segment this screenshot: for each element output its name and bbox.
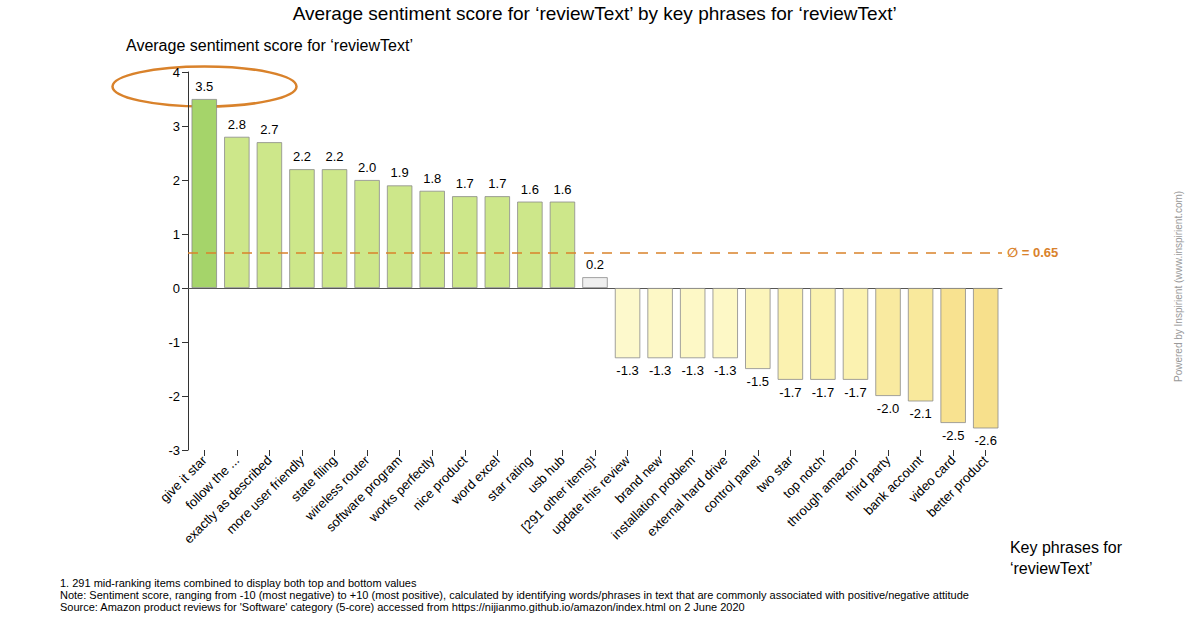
svg-text:1: 1 xyxy=(173,227,180,242)
svg-text:Note: Sentiment score, ranging: Note: Sentiment score, ranging from -10 … xyxy=(60,589,969,601)
svg-text:-1.3: -1.3 xyxy=(649,363,671,378)
svg-text:usb hub: usb hub xyxy=(524,452,568,496)
svg-text:‘reviewText’: ‘reviewText’ xyxy=(1010,560,1093,577)
svg-text:3.5: 3.5 xyxy=(195,79,213,94)
svg-text:brand new: brand new xyxy=(611,452,666,507)
svg-text:video card: video card xyxy=(905,452,959,506)
svg-text:-2.5: -2.5 xyxy=(942,428,964,443)
svg-text:2.0: 2.0 xyxy=(358,160,376,175)
svg-text:-1.3: -1.3 xyxy=(714,363,736,378)
svg-text:-2: -2 xyxy=(168,389,180,404)
svg-text:2: 2 xyxy=(173,173,180,188)
svg-text:3: 3 xyxy=(173,119,180,134)
svg-text:Average sentiment score for ‘r: Average sentiment score for ‘reviewText’… xyxy=(293,3,897,24)
svg-text:2.2: 2.2 xyxy=(293,149,311,164)
svg-text:better product: better product xyxy=(924,452,992,520)
svg-text:Key phrases for: Key phrases for xyxy=(1010,539,1123,556)
svg-text:1.6: 1.6 xyxy=(521,182,539,197)
svg-text:0: 0 xyxy=(173,281,180,296)
svg-text:Powered by Inspirient (www.ins: Powered by Inspirient (www.inspirient.co… xyxy=(1173,191,1184,382)
svg-text:top notch: top notch xyxy=(779,452,829,502)
svg-text:give it star: give it star xyxy=(157,452,210,506)
svg-text:third party: third party xyxy=(841,452,894,505)
svg-text:through amazon: through amazon xyxy=(783,452,861,530)
svg-text:1. 291 mid-ranking items combi: 1. 291 mid-ranking items combined to dis… xyxy=(60,577,417,589)
svg-text:exactly as described: exactly as described xyxy=(180,452,275,547)
svg-text:1.8: 1.8 xyxy=(423,171,441,186)
svg-text:installation problem: installation problem xyxy=(608,452,698,543)
svg-text:-1.5: -1.5 xyxy=(747,374,769,389)
svg-text:two star: two star xyxy=(752,452,796,496)
svg-text:more user friendly: more user friendly xyxy=(223,452,308,537)
svg-text:4: 4 xyxy=(173,65,180,80)
svg-text:-1.7: -1.7 xyxy=(812,385,834,400)
svg-text:bank account: bank account xyxy=(860,452,926,518)
svg-text:2.7: 2.7 xyxy=(260,122,278,137)
svg-text:-1.7: -1.7 xyxy=(779,385,801,400)
svg-text:wireless router: wireless router xyxy=(302,452,373,523)
svg-text:star rating: star rating xyxy=(484,453,535,504)
svg-text:follow the ...: follow the ... xyxy=(182,452,243,513)
svg-text:0.2: 0.2 xyxy=(586,257,604,272)
svg-text:2.2: 2.2 xyxy=(325,149,343,164)
svg-text:state filing: state filing xyxy=(287,452,340,505)
svg-text:-2.0: -2.0 xyxy=(877,401,899,416)
svg-text:Average sentiment score for ‘r: Average sentiment score for ‘reviewText’ xyxy=(126,37,413,54)
svg-text:control panel: control panel xyxy=(699,452,764,516)
svg-text:2.8: 2.8 xyxy=(228,117,246,132)
svg-text:-3: -3 xyxy=(168,443,180,458)
svg-text:-1: -1 xyxy=(168,335,180,350)
svg-text:software program: software program xyxy=(322,452,405,535)
svg-text:-2.1: -2.1 xyxy=(909,406,931,421)
svg-text:-1.3: -1.3 xyxy=(681,363,703,378)
svg-text:[291 other items]¹: [291 other items]¹ xyxy=(518,452,601,535)
svg-text:1.7: 1.7 xyxy=(488,176,506,191)
svg-text:Source: Amazon product reviews: Source: Amazon product reviews for 'Soft… xyxy=(60,601,745,613)
svg-text:1.6: 1.6 xyxy=(553,182,571,197)
svg-text:-1.7: -1.7 xyxy=(844,385,866,400)
svg-text:∅ = 0.65: ∅ = 0.65 xyxy=(1007,245,1058,260)
svg-text:-1.3: -1.3 xyxy=(616,363,638,378)
svg-text:1.7: 1.7 xyxy=(456,176,474,191)
svg-text:1.9: 1.9 xyxy=(391,165,409,180)
svg-text:nice product: nice product xyxy=(409,452,471,514)
svg-text:works perfectly: works perfectly xyxy=(365,452,438,525)
svg-text:-2.6: -2.6 xyxy=(975,433,997,448)
svg-text:external hard drive: external hard drive xyxy=(643,452,731,540)
svg-text:update this review: update this review xyxy=(548,452,633,538)
svg-text:word excel: word excel xyxy=(448,452,503,508)
